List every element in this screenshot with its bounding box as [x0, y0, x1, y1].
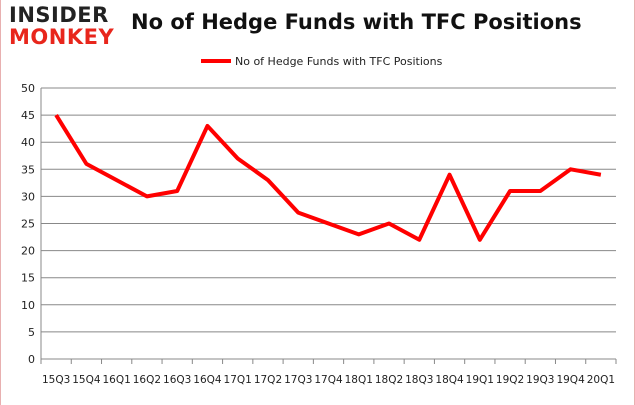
y-tick-label: 10: [21, 299, 35, 312]
x-tick-label: 19Q4: [556, 374, 585, 386]
x-tick-label: 19Q1: [466, 374, 494, 386]
x-tick-label: 15Q4: [72, 374, 101, 386]
x-tick-label: 20Q1: [587, 374, 615, 386]
x-tick-label: 19Q3: [526, 374, 554, 386]
x-tick-label: 18Q4: [435, 374, 464, 386]
x-tick-label: 18Q2: [375, 374, 403, 386]
x-tick-label: 16Q3: [163, 374, 191, 386]
x-tick-label: 17Q4: [314, 374, 343, 386]
y-tick-label: 50: [21, 82, 35, 95]
x-tick-label: 16Q4: [193, 374, 222, 386]
chart-title: No of Hedge Funds with TFC Positions: [131, 10, 582, 34]
x-tick-label: 18Q1: [345, 374, 373, 386]
x-tick-label: 19Q2: [496, 374, 524, 386]
insider-monkey-logo: INSIDER MONKEY: [9, 4, 119, 48]
series-line: [54, 114, 602, 242]
legend-label: No of Hedge Funds with TFC Positions: [235, 55, 443, 68]
logo-line1: INSIDER: [9, 3, 109, 27]
y-tick-label: 35: [21, 163, 35, 176]
x-tick-label: 16Q1: [103, 374, 131, 386]
y-tick-label: 40: [21, 136, 35, 149]
x-tick-label: 18Q3: [405, 374, 433, 386]
y-tick-label: 30: [21, 190, 35, 203]
x-tick-label: 15Q3: [42, 374, 70, 386]
y-tick-label: 25: [21, 218, 35, 231]
y-tick-label: 0: [28, 353, 35, 366]
y-tick-label: 15: [21, 272, 35, 285]
y-tick-label: 45: [21, 109, 35, 122]
x-tick-label: 16Q2: [133, 374, 161, 386]
logo-line2: MONKEY: [9, 25, 115, 49]
x-tick-label: 17Q2: [254, 374, 282, 386]
y-tick-label: 5: [28, 326, 35, 339]
x-tick-label: 17Q1: [224, 374, 252, 386]
y-tick-label: 20: [21, 245, 35, 258]
x-tick-label: 17Q3: [284, 374, 312, 386]
